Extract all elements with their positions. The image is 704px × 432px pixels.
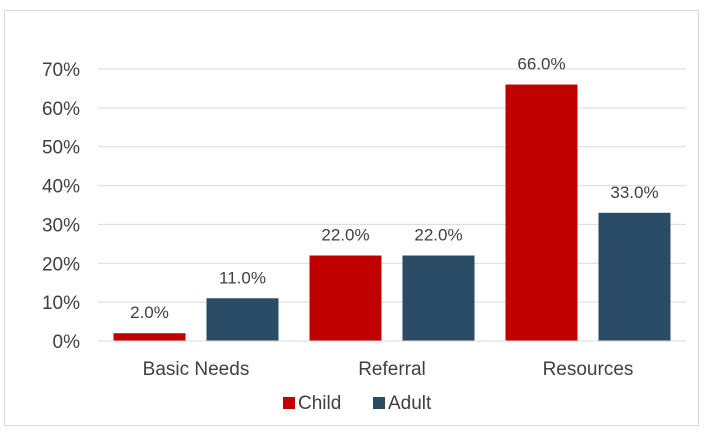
bar <box>206 298 279 341</box>
data-label: 22.0% <box>321 226 369 245</box>
data-label: 66.0% <box>517 55 565 74</box>
y-tick-label: 20% <box>42 254 80 275</box>
legend-label: Child <box>298 393 341 414</box>
x-category-label: Basic Needs <box>143 359 250 380</box>
legend-swatch <box>373 397 385 409</box>
bar <box>113 333 186 341</box>
x-category-label: Resources <box>543 359 634 380</box>
y-tick-label: 60% <box>42 99 80 120</box>
y-tick-label: 40% <box>42 177 80 198</box>
x-category-label: Referral <box>358 359 426 380</box>
data-label: 33.0% <box>610 183 658 202</box>
y-tick-label: 30% <box>42 215 80 236</box>
data-label: 11.0% <box>219 268 266 287</box>
data-label: 2.0% <box>130 303 169 322</box>
bar <box>505 84 578 342</box>
bar <box>598 212 671 341</box>
legend-label: Adult <box>388 393 432 414</box>
y-tick-label: 10% <box>42 293 80 314</box>
bar <box>309 255 382 341</box>
y-tick-label: 50% <box>42 138 80 159</box>
y-tick-label: 0% <box>53 332 81 353</box>
bar <box>402 255 475 341</box>
y-tick-label: 70% <box>42 60 80 81</box>
data-label: 22.0% <box>414 226 462 245</box>
chart-frame <box>4 10 699 426</box>
legend-swatch <box>283 397 295 409</box>
